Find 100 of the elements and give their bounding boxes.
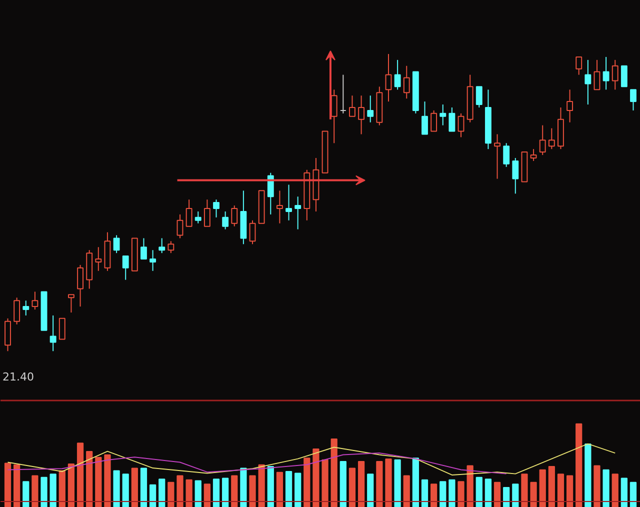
candlestick xyxy=(150,250,156,272)
candlestick xyxy=(620,65,628,88)
candlestick xyxy=(14,297,20,325)
bar xyxy=(204,484,210,507)
bar xyxy=(76,442,84,507)
candlestick xyxy=(448,106,456,132)
candlestick xyxy=(530,148,537,162)
candlestick xyxy=(430,110,438,132)
candlestick xyxy=(594,59,600,90)
bar xyxy=(149,484,156,507)
bar xyxy=(440,481,446,507)
bar xyxy=(113,470,120,507)
bar xyxy=(548,466,555,507)
candlestick xyxy=(584,59,592,105)
bar xyxy=(276,472,284,507)
bar xyxy=(430,484,438,507)
candlestick xyxy=(204,199,210,227)
bar xyxy=(267,466,274,507)
bar xyxy=(122,474,129,507)
bar xyxy=(512,484,519,507)
candlestick xyxy=(349,95,356,117)
candlestick xyxy=(122,256,129,280)
bar xyxy=(367,474,374,507)
candlestick xyxy=(22,300,30,316)
candlestick xyxy=(194,210,202,224)
bar xyxy=(539,469,546,507)
candlestick xyxy=(358,95,365,135)
bar xyxy=(22,481,30,507)
candlestick xyxy=(276,190,283,224)
candlestick xyxy=(612,59,618,90)
candlestick xyxy=(367,95,374,123)
bar xyxy=(4,462,12,507)
candlestick xyxy=(385,53,392,102)
bar xyxy=(348,468,356,507)
bar xyxy=(212,478,220,507)
bar xyxy=(140,468,148,507)
candlestick xyxy=(186,199,192,227)
candlestick xyxy=(394,59,401,90)
bar xyxy=(104,454,111,507)
candlestick xyxy=(32,291,38,310)
candlestick xyxy=(539,124,546,156)
bar xyxy=(358,461,365,507)
candlestick xyxy=(50,314,56,352)
candlestick xyxy=(249,220,256,245)
bar xyxy=(476,476,482,507)
bar xyxy=(620,478,628,507)
bar xyxy=(466,465,474,507)
candlestick xyxy=(512,157,519,194)
candlestick xyxy=(286,184,292,221)
bar xyxy=(294,472,302,507)
bar xyxy=(403,475,410,507)
bar xyxy=(158,478,166,507)
bar xyxy=(14,464,20,507)
candlestick xyxy=(458,112,464,138)
candlestick xyxy=(267,172,274,215)
bar xyxy=(612,474,618,507)
bar xyxy=(222,478,229,507)
bar xyxy=(40,476,48,507)
candlestick xyxy=(566,89,574,123)
candlestick xyxy=(476,86,482,108)
candlestick xyxy=(403,65,410,100)
candlestick xyxy=(602,56,610,90)
bar xyxy=(95,456,102,507)
bar xyxy=(240,468,247,507)
bar xyxy=(304,458,310,507)
candlestick xyxy=(95,246,102,272)
bar xyxy=(176,475,184,507)
bar xyxy=(86,450,93,507)
candlestick xyxy=(630,89,636,111)
bar xyxy=(340,461,346,507)
candlestick xyxy=(494,134,500,180)
bar xyxy=(194,480,202,507)
bar xyxy=(602,469,610,507)
bar xyxy=(494,482,501,507)
bar xyxy=(385,458,392,507)
bar xyxy=(376,461,383,507)
bar xyxy=(312,448,320,507)
bar xyxy=(58,470,66,507)
bar xyxy=(557,474,564,507)
bar xyxy=(330,438,338,507)
bar xyxy=(394,459,401,507)
candlestick xyxy=(140,238,147,260)
candlestick xyxy=(548,128,555,150)
candlestick xyxy=(176,214,184,239)
candlestick xyxy=(503,142,510,168)
bar xyxy=(168,482,174,507)
candlestick xyxy=(158,238,166,254)
candlestick xyxy=(294,196,302,230)
bar xyxy=(448,479,456,507)
bar xyxy=(285,471,292,507)
text: 21.40 xyxy=(2,370,34,384)
bar xyxy=(50,474,56,507)
bar xyxy=(421,479,428,507)
candlestick xyxy=(213,199,220,218)
candlestick xyxy=(4,318,11,352)
bar xyxy=(521,474,528,507)
bar xyxy=(131,468,138,507)
bar xyxy=(32,475,38,507)
bar xyxy=(576,423,582,507)
candlestick xyxy=(68,294,74,313)
